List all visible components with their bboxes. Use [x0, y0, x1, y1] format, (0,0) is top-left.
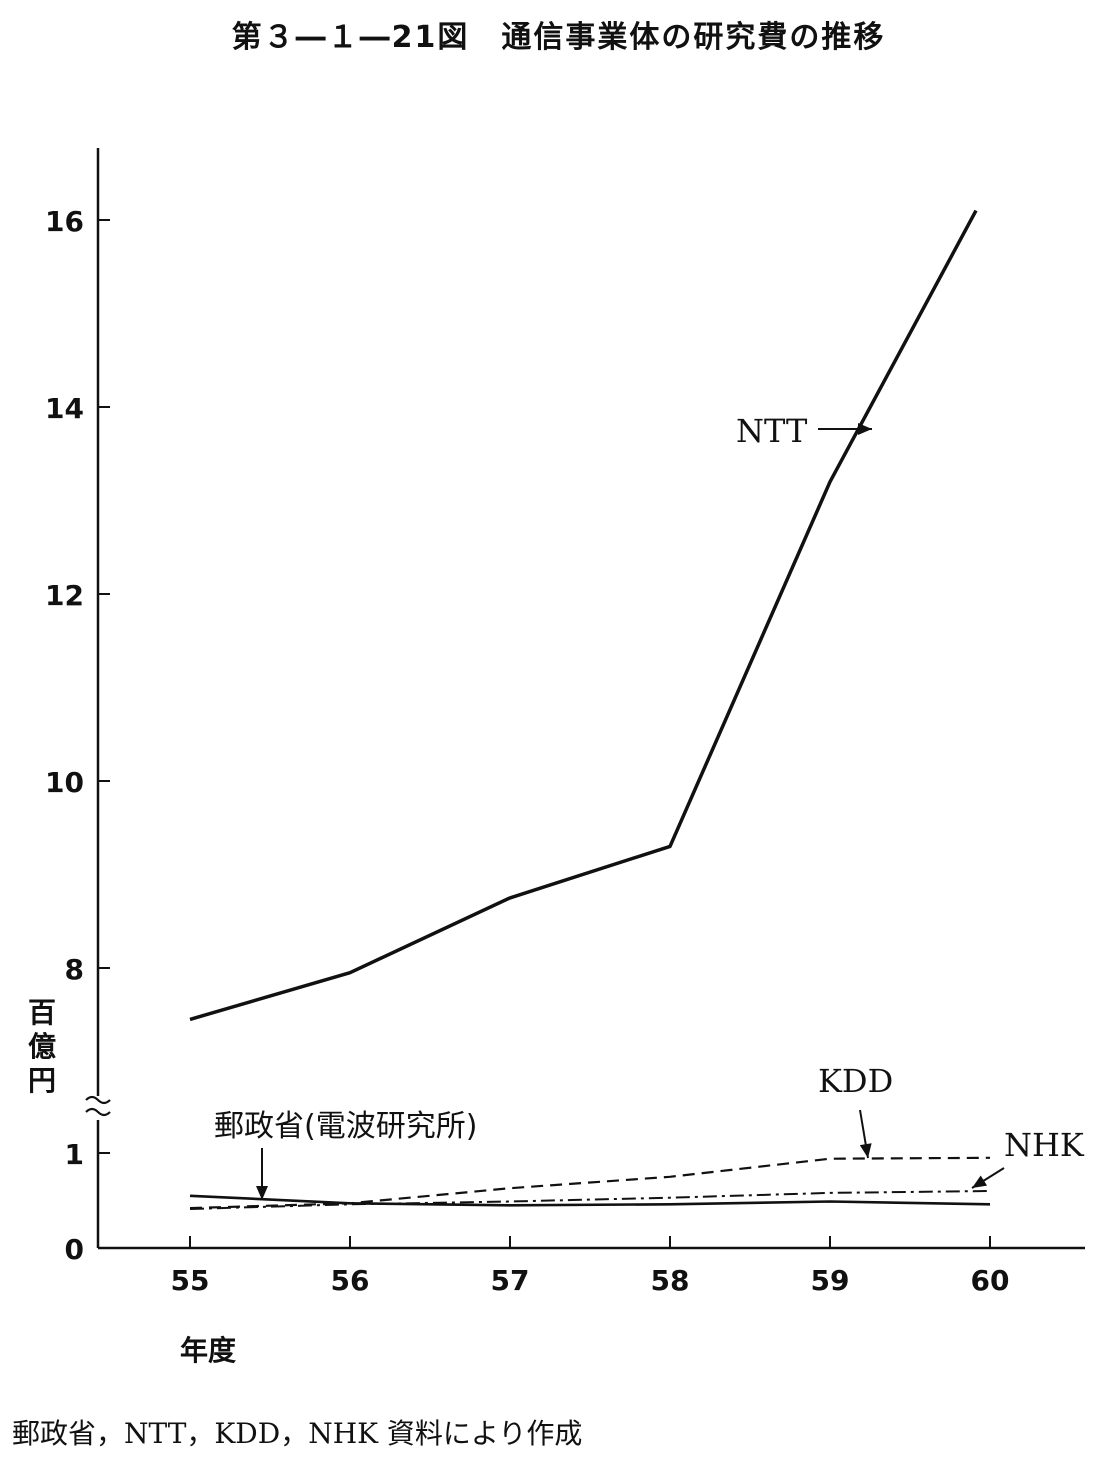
- y-tick-label: 0: [65, 1233, 84, 1266]
- axis-break-mark: [85, 1107, 111, 1117]
- x-axis-label: 年度: [180, 1334, 236, 1367]
- y-tick-label: 1: [65, 1138, 84, 1171]
- series-label-nhk: NHK: [1004, 1126, 1085, 1164]
- x-tick-label: 59: [811, 1264, 850, 1297]
- nhk-line: [189, 1190, 991, 1210]
- nhk-arrow-head: [972, 1175, 988, 1188]
- series-label-ntt: NTT: [736, 412, 808, 450]
- source-note: 郵政省，NTT，KDD，NHK 資料により作成: [12, 1417, 583, 1450]
- ministry-line: [189, 1194, 991, 1207]
- y-axis-label-char: 億: [28, 1030, 56, 1063]
- y-tick-label: 12: [45, 579, 84, 612]
- y-axis-label-char: 円: [28, 1064, 56, 1097]
- series-lines: [189, 209, 991, 1210]
- y-axis-label-char: 百: [28, 996, 56, 1029]
- ntt-arrow-head: [858, 423, 872, 435]
- ministry-arrow-head: [256, 1186, 268, 1200]
- y-tick-label: 10: [45, 766, 84, 799]
- kdd-arrow-head: [859, 1143, 872, 1158]
- y-tick-label: 16: [45, 205, 84, 238]
- x-tick-label: 57: [491, 1264, 530, 1297]
- chart-title: 第３―１―21図 通信事業体の研究費の推移: [231, 20, 886, 55]
- series-label-kdd: KDD: [818, 1062, 893, 1100]
- x-tick-label: 56: [331, 1264, 370, 1297]
- axes: [85, 148, 1085, 1250]
- kdd-line: [189, 1156, 991, 1210]
- y-tick-label: 8: [65, 953, 84, 986]
- ntt-line: [189, 209, 978, 1022]
- series-label-ministry: 郵政省(電波研究所): [214, 1109, 477, 1144]
- x-tick-label: 58: [651, 1264, 690, 1297]
- axis-break-mark: [85, 1095, 111, 1105]
- x-tick-label: 60: [971, 1264, 1010, 1297]
- x-tick-label: 55: [171, 1264, 210, 1297]
- y-tick-label: 14: [45, 392, 84, 425]
